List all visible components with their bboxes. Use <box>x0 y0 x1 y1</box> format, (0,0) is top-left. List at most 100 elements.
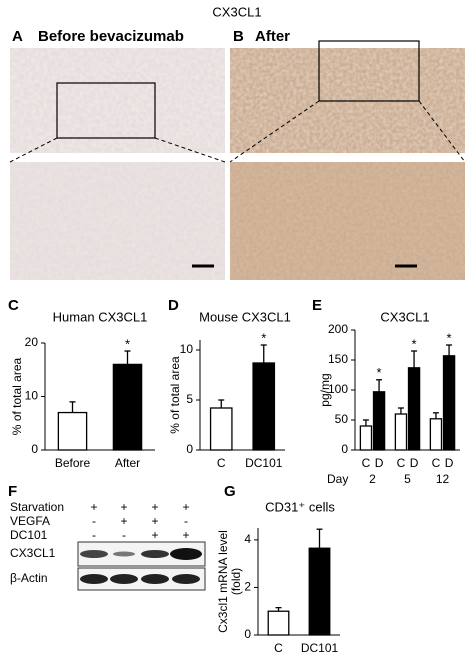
y-tick-label: 20 <box>25 335 39 349</box>
condition-label: DC101 <box>10 528 48 542</box>
panel-letter: A <box>12 28 23 45</box>
bar <box>359 425 373 451</box>
condition-sign: + <box>151 500 158 514</box>
histology-texture <box>10 48 225 153</box>
bar <box>112 363 143 451</box>
blot-band <box>141 550 169 558</box>
y-tick-label: 2 <box>244 580 251 594</box>
y-tick-label: 5 <box>186 392 193 406</box>
series-label: C <box>362 456 371 470</box>
zoom-box <box>56 82 156 139</box>
condition-sign: - <box>184 514 188 528</box>
y-axis-label: % of total area <box>10 357 24 435</box>
blot-band <box>172 574 200 584</box>
y-tick-label: 4 <box>244 532 251 546</box>
condition-sign: + <box>151 514 158 528</box>
bar <box>57 411 88 451</box>
x-tick-label: C <box>217 456 226 470</box>
condition-sign: + <box>182 528 189 542</box>
panel-letter: G <box>224 483 236 500</box>
y-tick-label: 0 <box>341 442 348 456</box>
bar <box>308 547 331 636</box>
figure-title: CX3CL1 <box>212 4 261 19</box>
chart-title: Mouse CX3CL1 <box>199 309 291 324</box>
chart-title: Human CX3CL1 <box>53 309 148 324</box>
y-axis-label: pg/mg <box>318 373 332 406</box>
x-tick-label: DC101 <box>301 641 339 655</box>
zoom-box <box>318 40 420 102</box>
significance: * <box>377 365 382 380</box>
panel-letter: F <box>8 483 17 500</box>
x-axis-label: Day <box>327 472 348 486</box>
y-tick-label: 150 <box>328 352 348 366</box>
bar <box>267 610 290 636</box>
blot-band <box>80 550 108 558</box>
y-tick-label: 0 <box>244 627 251 641</box>
blot-band <box>110 574 138 584</box>
condition-sign: + <box>90 500 97 514</box>
y-tick-label: 50 <box>335 412 349 426</box>
blot-band <box>80 574 108 584</box>
bar <box>394 413 408 451</box>
condition-sign: - <box>122 528 126 542</box>
y-tick-label: 100 <box>328 382 348 396</box>
panel-letter: B <box>233 28 244 45</box>
blot-band <box>113 551 135 557</box>
condition-sign: + <box>182 500 189 514</box>
x-tick-label: 12 <box>436 472 450 486</box>
series-label: C <box>397 456 406 470</box>
x-tick-label: 5 <box>404 472 411 486</box>
bar <box>407 367 421 451</box>
panel-letter: C <box>8 297 19 314</box>
y-tick-label: 0 <box>31 442 38 456</box>
significance: * <box>412 336 417 351</box>
panel-letter: D <box>168 297 179 314</box>
histology-texture <box>10 162 225 280</box>
series-label: D <box>445 456 454 470</box>
significance: * <box>125 336 130 351</box>
panel-caption: Before bevacizumab <box>38 28 184 45</box>
condition-sign: + <box>120 500 127 514</box>
panel-caption: After <box>255 28 290 45</box>
bar <box>442 355 456 451</box>
significance: * <box>261 330 266 345</box>
x-tick-label: Before <box>55 456 91 470</box>
significance: * <box>447 330 452 345</box>
condition-label: Starvation <box>10 500 64 514</box>
y-tick-label: 200 <box>328 322 348 336</box>
zoom-line <box>154 137 226 163</box>
band-label: β-Actin <box>10 571 48 585</box>
bar <box>429 418 443 451</box>
chart-title: CX3CL1 <box>380 309 429 324</box>
series-label: D <box>375 456 384 470</box>
bar <box>209 407 233 451</box>
histology-texture <box>230 162 465 280</box>
x-tick-label: After <box>115 456 140 470</box>
y-tick-label: 10 <box>180 342 194 356</box>
series-label: D <box>410 456 419 470</box>
band-label: CX3CL1 <box>10 546 56 560</box>
x-tick-label: DC101 <box>245 456 283 470</box>
y-tick-label: 10 <box>25 389 39 403</box>
x-tick-label: C <box>274 641 283 655</box>
condition-sign: + <box>151 528 158 542</box>
y-axis-label: (fold) <box>229 568 243 595</box>
zoom-line <box>9 137 58 163</box>
bar <box>252 362 276 451</box>
panel-letter: E <box>312 297 322 314</box>
y-axis-label: % of total area <box>168 356 182 434</box>
blot-band <box>141 574 169 584</box>
blot-band <box>170 548 202 560</box>
zoom-line <box>418 100 466 163</box>
y-axis-label: Cx3cl1 mRNA level <box>216 530 230 633</box>
condition-sign: - <box>92 514 96 528</box>
bar <box>372 391 386 451</box>
x-tick-label: 2 <box>369 472 376 486</box>
condition-label: VEGFA <box>10 514 50 528</box>
condition-sign: + <box>120 514 127 528</box>
y-tick-label: 0 <box>186 442 193 456</box>
condition-sign: - <box>92 528 96 542</box>
series-label: C <box>432 456 441 470</box>
zoom-line <box>229 100 320 163</box>
